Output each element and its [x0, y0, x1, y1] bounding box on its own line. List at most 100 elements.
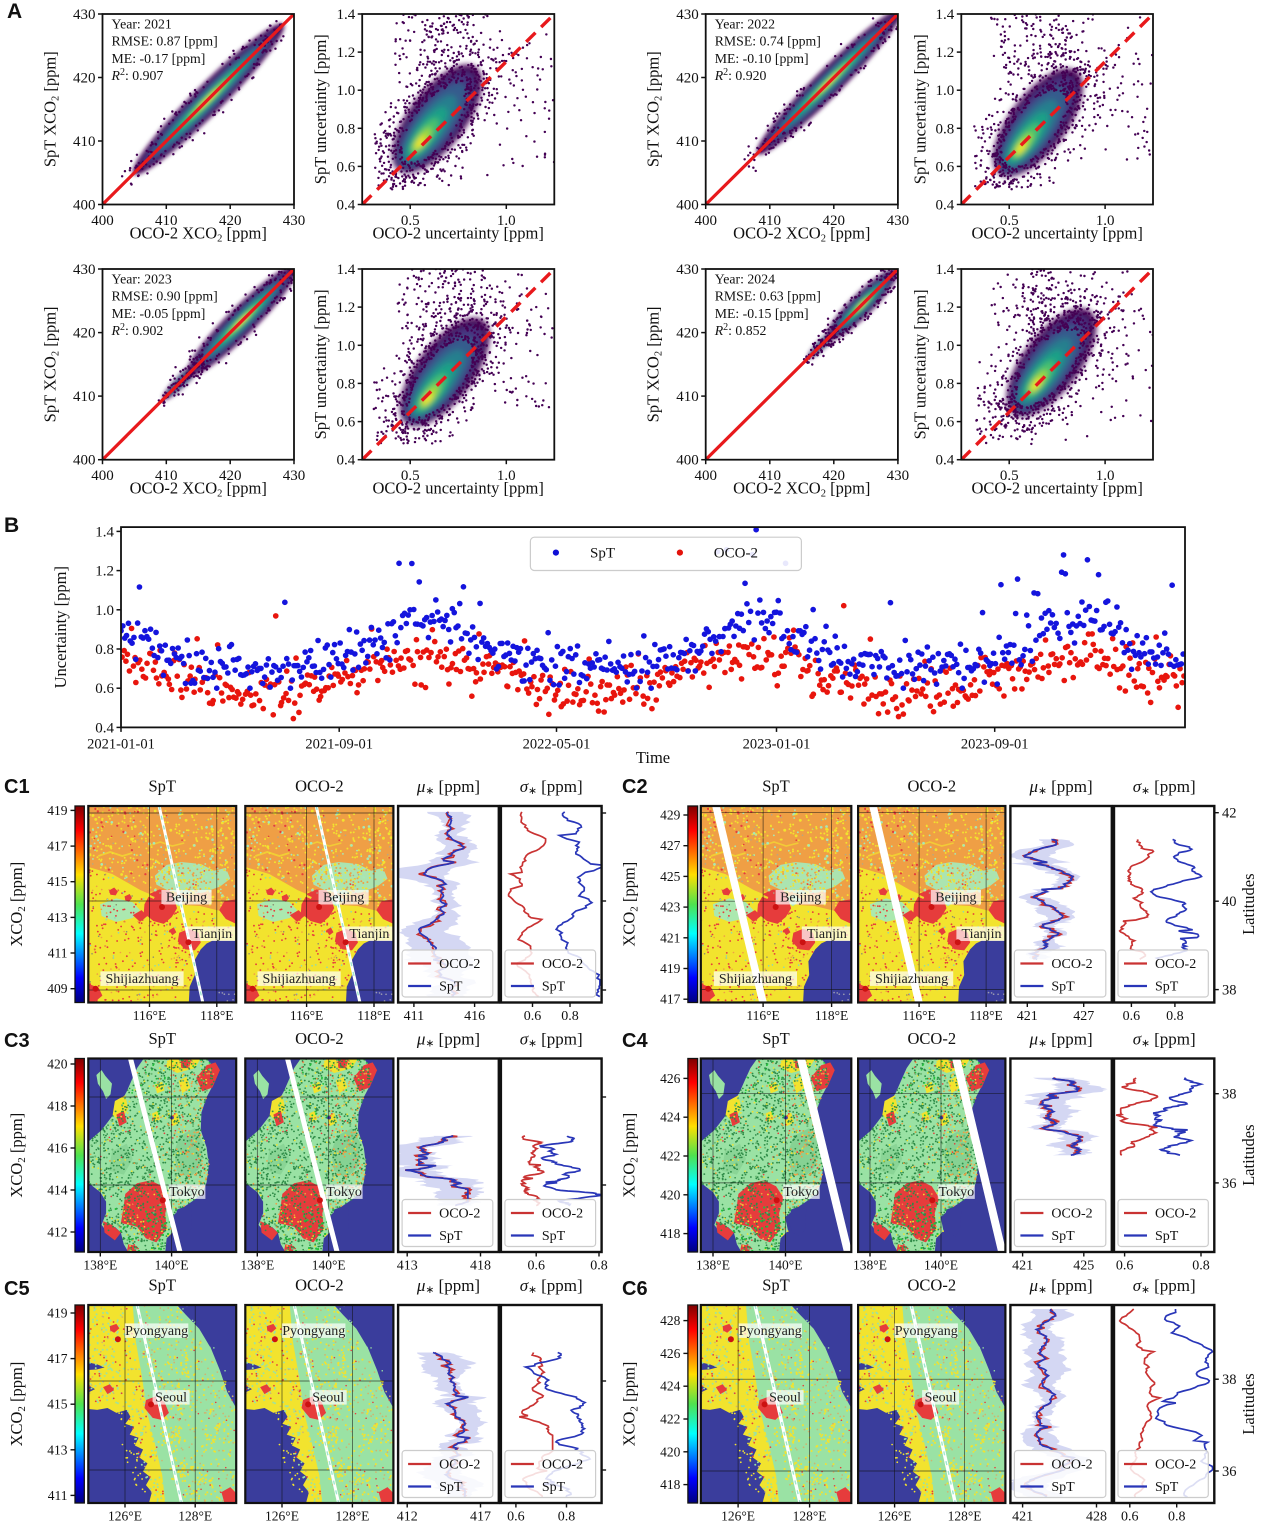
svg-text:126°E: 126°E	[878, 1509, 912, 1524]
svg-text:414: 414	[47, 1183, 68, 1198]
svg-text:410: 410	[759, 213, 782, 229]
svg-text:421: 421	[1017, 1009, 1038, 1024]
svg-text:XCO2 [ppm]: XCO2 [ppm]	[620, 1362, 641, 1447]
svg-text:SpT XCO2 [ppm]: SpT XCO2 [ppm]	[41, 51, 62, 167]
svg-text:σ∗ [ppm]: σ∗ [ppm]	[520, 1276, 583, 1296]
svg-text:1.0: 1.0	[336, 83, 355, 99]
svg-text:Latitudes: Latitudes	[1239, 873, 1258, 934]
svg-text:OCO-2 XCO2 [ppm]: OCO-2 XCO2 [ppm]	[130, 479, 267, 500]
svg-text:OCO-2: OCO-2	[295, 1029, 344, 1048]
svg-text:2021-09-01: 2021-09-01	[305, 736, 373, 752]
svg-text:419: 419	[660, 961, 681, 976]
svg-text:Year: 2022: Year: 2022	[715, 17, 775, 32]
svg-text:SpT uncertainty [ppm]: SpT uncertainty [ppm]	[910, 34, 929, 184]
svg-text:424: 424	[660, 1110, 681, 1125]
svg-text:Year: 2024: Year: 2024	[715, 272, 775, 287]
svg-text:OCO-2: OCO-2	[1051, 1207, 1092, 1222]
svg-text:400: 400	[676, 198, 699, 214]
svg-text:400: 400	[73, 453, 96, 469]
svg-text:416: 416	[47, 1141, 68, 1156]
svg-text:118°E: 118°E	[969, 1008, 1002, 1023]
svg-text:40: 40	[1222, 894, 1237, 910]
svg-text:116°E: 116°E	[746, 1008, 779, 1023]
svg-text:SpT: SpT	[542, 1229, 566, 1244]
svg-text:OCO-2: OCO-2	[542, 957, 583, 972]
svg-text:XCO2 [ppm]: XCO2 [ppm]	[7, 862, 28, 947]
svg-text:118°E: 118°E	[200, 1008, 233, 1023]
svg-text:116°E: 116°E	[133, 1008, 166, 1023]
svg-text:418: 418	[660, 1477, 681, 1492]
svg-text:Tokyo: Tokyo	[326, 1185, 362, 1200]
svg-text:427: 427	[660, 838, 681, 853]
svg-text:Shijiazhuang: Shijiazhuang	[875, 972, 948, 987]
svg-text:SpT: SpT	[542, 1480, 566, 1495]
svg-text:415: 415	[47, 874, 68, 889]
svg-text:SpT: SpT	[439, 1480, 463, 1495]
svg-text:417: 417	[47, 839, 68, 854]
svg-text:OCO-2: OCO-2	[908, 1029, 957, 1048]
svg-text:0.8: 0.8	[1166, 1009, 1184, 1024]
svg-text:410: 410	[73, 389, 96, 405]
svg-text:0.8: 0.8	[336, 376, 355, 392]
svg-text:1.0: 1.0	[1096, 468, 1115, 484]
svg-text:410: 410	[759, 468, 782, 484]
svg-text:1.4: 1.4	[336, 7, 355, 23]
svg-text:OCO-2: OCO-2	[714, 546, 758, 562]
svg-text:0.6: 0.6	[524, 1009, 542, 1024]
svg-text:Tianjin: Tianjin	[807, 927, 847, 942]
svg-text:R2: 0.920: R2: 0.920	[714, 67, 767, 83]
svg-text:425: 425	[660, 869, 681, 884]
svg-text:411: 411	[404, 1009, 424, 1024]
svg-text:400: 400	[676, 453, 699, 469]
svg-text:0.8: 0.8	[95, 642, 114, 658]
svg-text:0.8: 0.8	[558, 1510, 576, 1524]
svg-text:422: 422	[660, 1149, 680, 1164]
svg-text:Latitudes: Latitudes	[1239, 1124, 1258, 1185]
svg-text:μ∗ [ppm]: μ∗ [ppm]	[416, 777, 480, 797]
svg-text:SpT: SpT	[1051, 1480, 1075, 1495]
svg-text:OCO-2: OCO-2	[1155, 1207, 1196, 1222]
svg-text:R2: 0.902: R2: 0.902	[111, 322, 164, 338]
svg-text:Year: 2023: Year: 2023	[112, 272, 172, 287]
svg-text:SpT uncertainty [ppm]: SpT uncertainty [ppm]	[311, 34, 330, 184]
svg-text:0.8: 0.8	[336, 121, 355, 137]
svg-text:38: 38	[1222, 1087, 1237, 1103]
svg-text:36: 36	[1222, 1176, 1237, 1192]
svg-text:420: 420	[219, 468, 242, 484]
svg-text:XCO2 [ppm]: XCO2 [ppm]	[620, 1113, 641, 1198]
svg-text:OCO-2: OCO-2	[542, 1207, 583, 1222]
svg-text:Tokyo: Tokyo	[783, 1185, 819, 1200]
svg-text:138°E: 138°E	[83, 1258, 117, 1273]
svg-text:σ∗ [ppm]: σ∗ [ppm]	[1133, 777, 1196, 797]
svg-text:R2: 0.907: R2: 0.907	[111, 67, 164, 83]
svg-text:420: 420	[73, 71, 96, 87]
svg-text:36: 36	[1222, 1464, 1237, 1480]
svg-text:400: 400	[73, 198, 96, 214]
svg-text:1.0: 1.0	[936, 338, 955, 354]
svg-text:1.0: 1.0	[95, 603, 114, 619]
svg-text:1.2: 1.2	[936, 300, 955, 316]
svg-text:0.6: 0.6	[336, 159, 355, 175]
svg-text:σ∗ [ppm]: σ∗ [ppm]	[520, 1030, 583, 1050]
svg-text:0.6: 0.6	[507, 1510, 525, 1524]
svg-text:420: 420	[676, 71, 699, 87]
svg-text:1.0: 1.0	[936, 83, 955, 99]
svg-text:426: 426	[660, 1346, 681, 1361]
svg-text:1.2: 1.2	[95, 564, 114, 580]
svg-text:400: 400	[91, 468, 114, 484]
svg-text:0.5: 0.5	[401, 468, 420, 484]
svg-text:Shijiazhuang: Shijiazhuang	[105, 972, 178, 987]
svg-text:OCO-2 XCO2 [ppm]: OCO-2 XCO2 [ppm]	[130, 224, 267, 245]
svg-text:OCO-2 uncertainty [ppm]: OCO-2 uncertainty [ppm]	[972, 224, 1143, 243]
svg-text:OCO-2: OCO-2	[439, 1207, 480, 1222]
svg-text:0.8: 0.8	[936, 376, 955, 392]
svg-text:OCO-2: OCO-2	[439, 957, 480, 972]
svg-text:421: 421	[1012, 1510, 1033, 1524]
svg-text:1.0: 1.0	[497, 213, 516, 229]
svg-text:126°E: 126°E	[265, 1509, 299, 1524]
svg-text:413: 413	[47, 910, 68, 925]
svg-text:SpT: SpT	[1155, 1229, 1179, 1244]
svg-text:ME: -0.10 [ppm]: ME: -0.10 [ppm]	[715, 51, 809, 66]
svg-text:420: 420	[660, 1444, 681, 1459]
svg-text:SpT: SpT	[148, 1276, 176, 1295]
